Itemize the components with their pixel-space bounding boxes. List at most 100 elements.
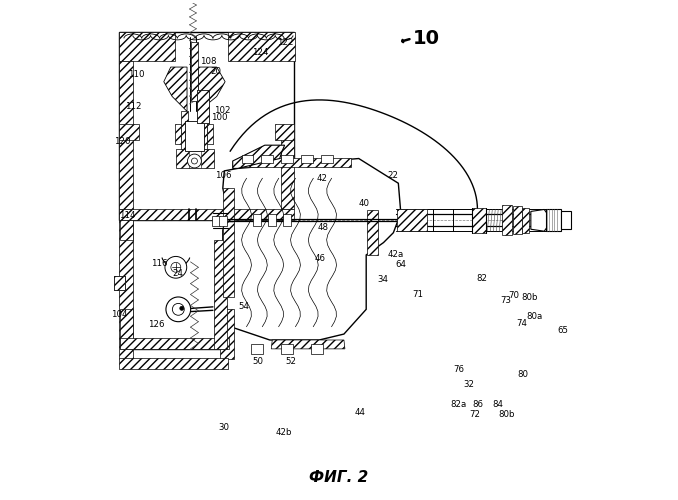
Bar [121,220,229,349]
Text: 122: 122 [277,38,294,47]
Bar [119,61,133,210]
Text: 42b: 42b [275,428,292,438]
Bar [254,214,262,226]
Bar [321,154,333,164]
Bar [522,208,530,233]
Bar [473,208,486,233]
Bar [121,310,133,349]
Polygon shape [164,67,187,112]
Bar [252,344,263,354]
Circle shape [188,154,201,168]
Text: 10: 10 [413,29,440,48]
Text: 46: 46 [315,254,325,264]
Bar [114,276,125,289]
Bar [219,216,226,226]
Text: 80b: 80b [521,293,538,302]
Text: 42: 42 [316,174,327,183]
Bar [228,32,294,61]
Circle shape [172,304,184,316]
Text: 86: 86 [472,400,483,409]
Bar [180,112,188,149]
Bar [119,210,294,220]
Text: 42a: 42a [387,250,403,260]
Polygon shape [199,67,225,112]
Bar [367,210,378,255]
Bar [281,154,293,164]
Bar [283,214,291,226]
Bar [197,90,210,122]
Text: 30: 30 [219,422,230,432]
Text: 82: 82 [476,274,487,283]
Text: 22: 22 [387,172,399,180]
Bar [176,149,214,168]
Circle shape [191,158,197,164]
Text: 80: 80 [517,370,528,379]
Bar [188,149,201,168]
Text: 65: 65 [557,326,569,334]
Circle shape [171,262,181,272]
Bar [561,212,572,229]
Text: 82a: 82a [450,400,466,409]
Text: 73: 73 [500,296,511,305]
Polygon shape [223,158,401,340]
Text: 54: 54 [238,302,249,312]
Text: 50: 50 [253,357,264,366]
Text: 100: 100 [212,113,228,122]
Bar [121,220,133,240]
Bar [199,112,207,149]
Text: 80a: 80a [526,312,542,322]
Polygon shape [271,340,345,349]
Bar [114,276,125,289]
Bar [197,90,210,122]
Bar [223,188,234,297]
Bar [119,358,228,368]
Text: 24: 24 [172,269,183,278]
Bar [220,310,234,359]
Text: 40: 40 [359,198,370,207]
Bar [184,122,204,151]
Text: 104: 104 [111,310,127,319]
Bar [546,210,561,231]
Bar [207,124,213,144]
Bar [281,344,293,354]
Text: 114: 114 [119,211,136,220]
Text: 64: 64 [395,260,406,270]
Bar [241,154,254,164]
Text: 112: 112 [125,102,141,111]
Bar [262,154,273,164]
Bar [281,125,294,210]
Polygon shape [531,210,546,231]
Text: 116: 116 [151,260,167,268]
Bar [275,124,294,140]
Bar [119,220,133,359]
Bar [119,32,294,220]
Text: 80b: 80b [499,410,515,418]
Bar [311,344,323,354]
Text: 124: 124 [252,48,269,56]
Text: 32: 32 [464,380,475,389]
Bar [119,124,139,140]
Text: 48: 48 [318,224,329,232]
Bar [268,214,276,226]
Text: 52: 52 [285,357,296,366]
Text: 76: 76 [454,365,464,374]
Text: 71: 71 [413,290,424,299]
Text: 106: 106 [216,172,232,180]
Bar [191,42,198,102]
Text: 108: 108 [199,56,216,66]
Bar [119,32,175,61]
Text: 72: 72 [469,410,481,418]
Text: 110: 110 [127,70,144,79]
Text: 34: 34 [378,275,388,284]
Bar [175,124,180,144]
Circle shape [165,256,186,278]
Bar [212,216,220,226]
Text: 20: 20 [210,66,222,76]
Text: 120: 120 [114,136,130,145]
Bar [121,338,229,349]
Circle shape [166,297,191,322]
Text: 126: 126 [148,320,165,328]
Bar [513,206,522,234]
Bar [301,154,313,164]
Bar [502,206,512,235]
